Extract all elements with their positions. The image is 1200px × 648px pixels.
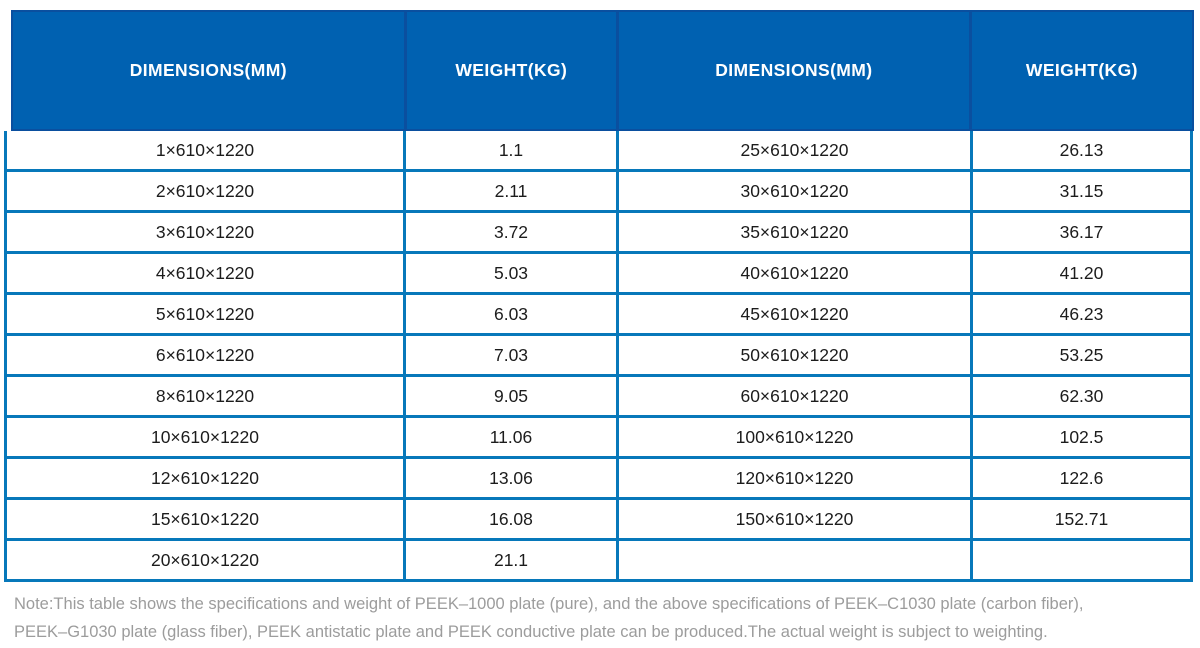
table-row: 8×610×1220 9.05 60×610×1220 62.30 xyxy=(7,377,1193,418)
dimensions-cell: 10×610×1220 xyxy=(7,418,406,456)
note-line-1: Note:This table shows the specifications… xyxy=(14,595,1084,613)
table-row: 15×610×1220 16.08 150×610×1220 152.71 xyxy=(7,500,1193,541)
note-line-2: PEEK–G1030 plate (glass fiber), PEEK ant… xyxy=(14,623,1048,641)
dimensions-cell: 25×610×1220 xyxy=(619,131,973,169)
header-cell-weight-left: WEIGHT(KG) xyxy=(407,12,619,129)
dimensions-cell: 5×610×1220 xyxy=(7,295,406,333)
table-row: 20×610×1220 21.1 xyxy=(7,541,1193,582)
weight-cell: 46.23 xyxy=(973,295,1193,333)
header-cell-dimensions-left: DIMENSIONS(MM) xyxy=(13,12,407,129)
table-row: 6×610×1220 7.03 50×610×1220 53.25 xyxy=(7,336,1193,377)
dimensions-cell: 8×610×1220 xyxy=(7,377,406,415)
weight-cell: 13.06 xyxy=(406,459,619,497)
dimensions-cell: 60×610×1220 xyxy=(619,377,973,415)
spec-table-header: DIMENSIONS(MM) WEIGHT(KG) DIMENSIONS(MM)… xyxy=(11,10,1194,131)
dimensions-cell: 45×610×1220 xyxy=(619,295,973,333)
table-row: 4×610×1220 5.03 40×610×1220 41.20 xyxy=(7,254,1193,295)
dimensions-cell: 4×610×1220 xyxy=(7,254,406,292)
dimensions-cell: 3×610×1220 xyxy=(7,213,406,251)
weight-cell: 7.03 xyxy=(406,336,619,374)
weight-cell: 1.1 xyxy=(406,131,619,169)
weight-cell: 16.08 xyxy=(406,500,619,538)
weight-cell: 122.6 xyxy=(973,459,1193,497)
header-cell-weight-right: WEIGHT(KG) xyxy=(1025,60,1138,80)
dimensions-cell: 20×610×1220 xyxy=(7,541,406,579)
dimensions-cell: 120×610×1220 xyxy=(619,459,973,497)
dimensions-cell: 12×610×1220 xyxy=(7,459,406,497)
dimensions-cell: 2×610×1220 xyxy=(7,172,406,210)
weight-cell xyxy=(973,541,1193,579)
table-row: 1×610×1220 1.1 25×610×1220 26.13 xyxy=(7,131,1193,172)
note-text: Note:This table shows the specifications… xyxy=(14,590,1180,646)
dimensions-cell: 15×610×1220 xyxy=(7,500,406,538)
weight-cell: 21.1 xyxy=(406,541,619,579)
table-row: 5×610×1220 6.03 45×610×1220 46.23 xyxy=(7,295,1193,336)
weight-cell: 3.72 xyxy=(406,213,619,251)
weight-cell: 31.15 xyxy=(973,172,1193,210)
weight-cell: 53.25 xyxy=(973,336,1193,374)
dimensions-cell xyxy=(619,541,973,579)
weight-cell: 102.5 xyxy=(973,418,1193,456)
spec-table-body: 1×610×1220 1.1 25×610×1220 26.13 2×610×1… xyxy=(4,131,1193,582)
dimensions-cell: 50×610×1220 xyxy=(619,336,973,374)
weight-cell: 36.17 xyxy=(973,213,1193,251)
dimensions-cell: 35×610×1220 xyxy=(619,213,973,251)
table-row: 3×610×1220 3.72 35×610×1220 36.17 xyxy=(7,213,1193,254)
weight-cell: 11.06 xyxy=(406,418,619,456)
weight-cell: 152.71 xyxy=(973,500,1193,538)
header-cell-dimensions-right: DIMENSIONS(MM) xyxy=(619,12,972,129)
dimensions-cell: 40×610×1220 xyxy=(619,254,973,292)
weight-cell: 26.13 xyxy=(973,131,1193,169)
weight-cell: 41.20 xyxy=(973,254,1193,292)
table-row: 12×610×1220 13.06 120×610×1220 122.6 xyxy=(7,459,1193,500)
dimensions-cell: 6×610×1220 xyxy=(7,336,406,374)
weight-cell: 62.30 xyxy=(973,377,1193,415)
dimensions-cell: 100×610×1220 xyxy=(619,418,973,456)
weight-cell: 6.03 xyxy=(406,295,619,333)
weight-cell: 2.11 xyxy=(406,172,619,210)
weight-cell: 9.05 xyxy=(406,377,619,415)
weight-cell: 5.03 xyxy=(406,254,619,292)
dimensions-cell: 30×610×1220 xyxy=(619,172,973,210)
table-row: 2×610×1220 2.11 30×610×1220 31.15 xyxy=(7,172,1193,213)
table-row: 10×610×1220 11.06 100×610×1220 102.5 xyxy=(7,418,1193,459)
dimensions-cell: 1×610×1220 xyxy=(7,131,406,169)
dimensions-cell: 150×610×1220 xyxy=(619,500,973,538)
